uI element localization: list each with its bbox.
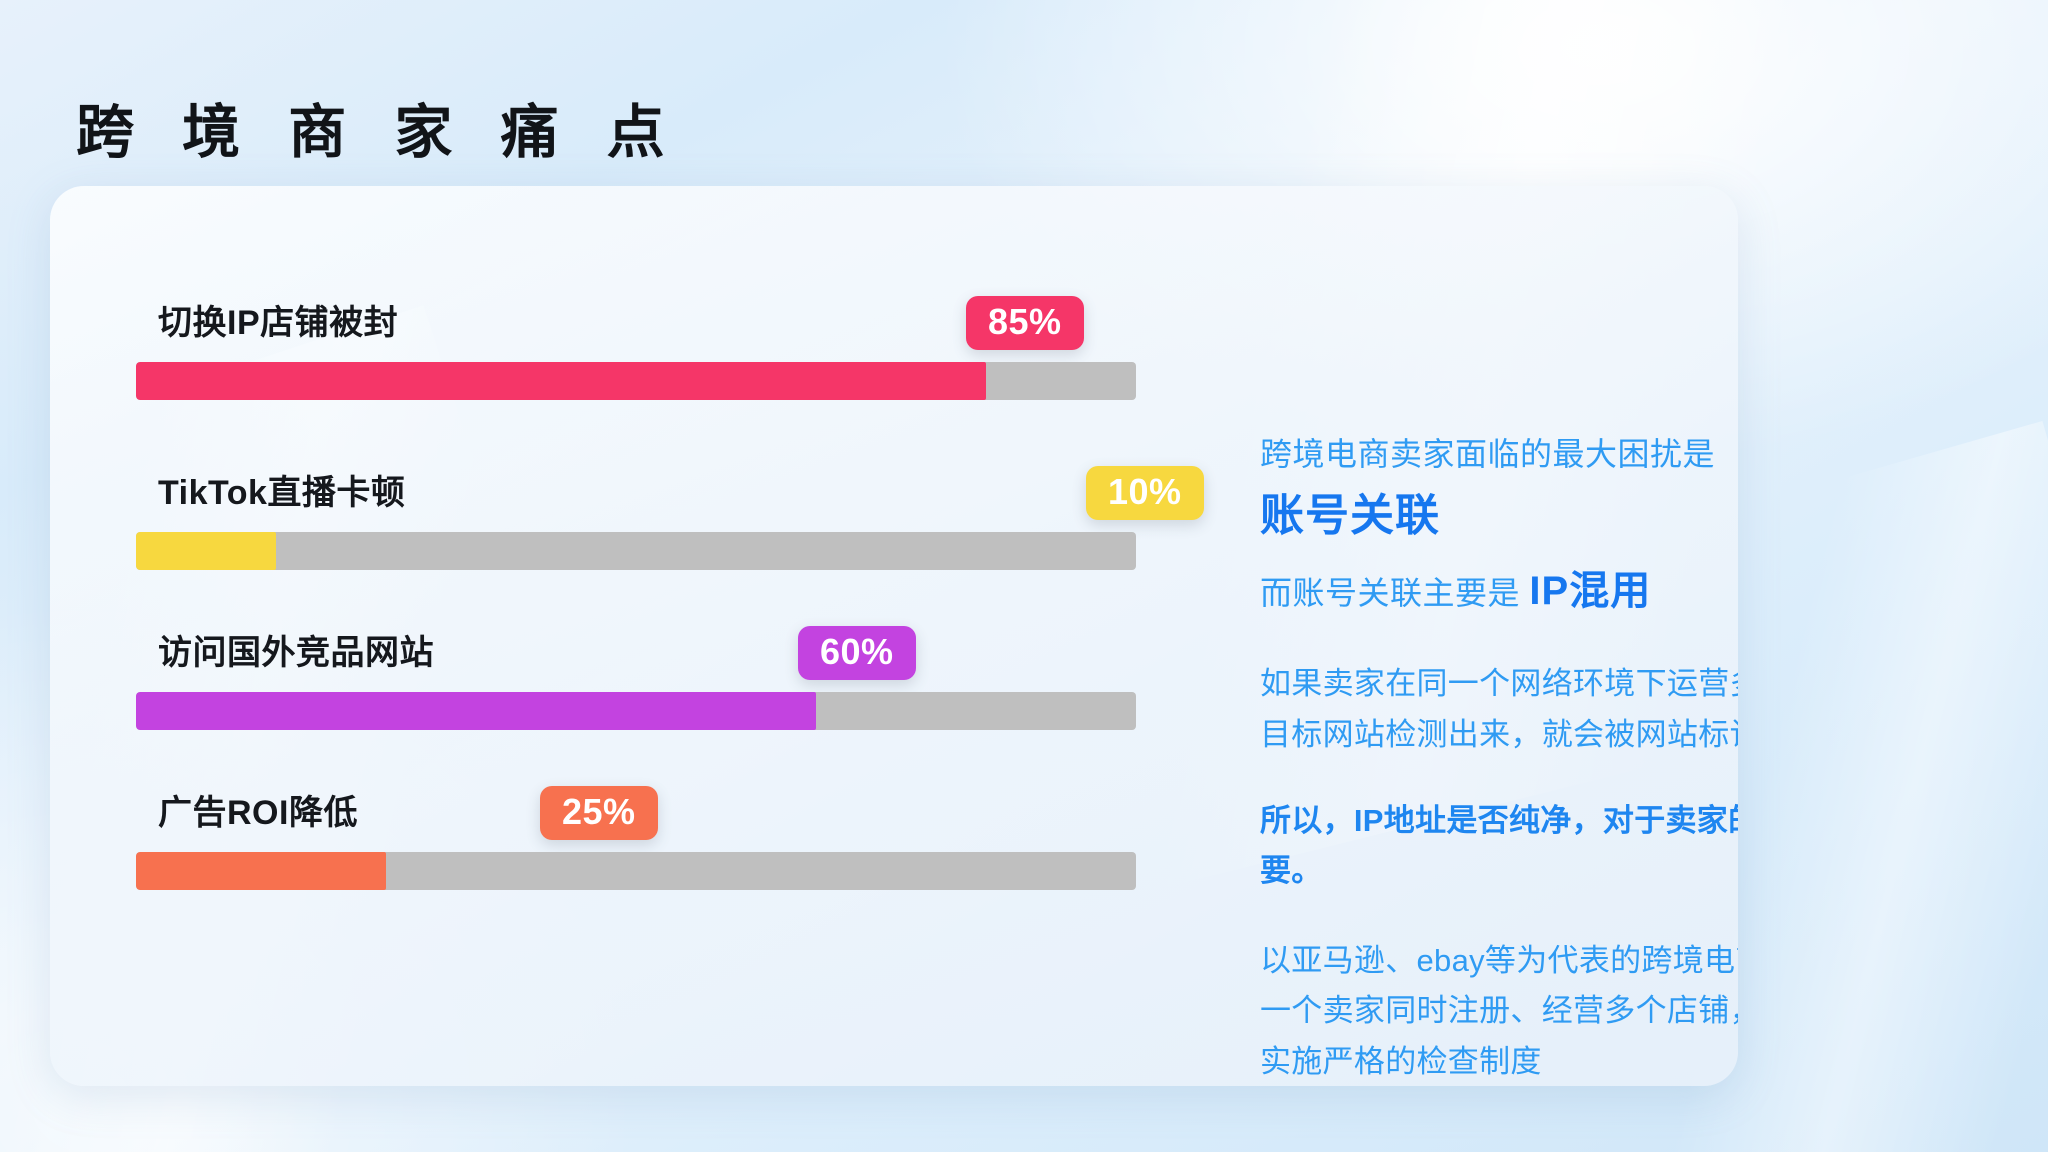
bar-value-badge: 60% (798, 626, 916, 680)
bar-track (136, 692, 1136, 730)
secondary-lead-text: 而账号关联主要是 IP混用 (1260, 561, 1738, 621)
bar-header: 广告ROI降低 25% (108, 756, 1170, 842)
bar-fill (136, 852, 386, 890)
bar-value-badge: 10% (1086, 466, 1204, 520)
bar-track (136, 532, 1136, 570)
headline-text: 账号关联 (1260, 491, 1440, 541)
bar-label: 广告ROI降低 (158, 794, 358, 832)
bar-label: 切换IP店铺被封 (158, 304, 399, 342)
bar-header: 访问国外竞品网站 60% (108, 596, 1170, 682)
secondary-lead-prefix: 而账号关联主要是 (1260, 575, 1530, 612)
bar-track (136, 362, 1136, 400)
bar-row: TikTok直播卡顿 10% (108, 436, 1204, 588)
explanation-column: 跨境电商卖家面临的最大困扰是 账号关联 而账号关联主要是 IP混用 如果卖家在同… (1260, 431, 1738, 1086)
paragraph-platform-policy: 以亚马逊、ebay等为代表的跨境电商平台一般不允许一个卖家同时注册、经营多个店铺… (1260, 943, 1738, 1079)
paragraph-ip-purity: 所以，IP地址是否纯净，对于卖家的账号来说至关重要。 (1260, 802, 1738, 889)
bar-row: 切换IP店铺被封 85% (108, 266, 1170, 418)
secondary-lead-emphasis: IP混用 (1529, 569, 1652, 614)
page-title: 跨 境 商 家 痛 点 (76, 99, 681, 165)
bar-header: TikTok直播卡顿 10% (108, 436, 1204, 522)
bar-label: 访问国外竞品网站 (158, 634, 434, 672)
bar-fill (136, 532, 276, 570)
bar-fill (136, 362, 986, 400)
bar-track (136, 852, 1136, 890)
bar-value-badge: 85% (966, 296, 1084, 350)
bar-row: 访问国外竞品网站 60% (108, 596, 1170, 748)
pain-point-bar-chart: 切换IP店铺被封 85% TikTok直播卡顿 10% 访问国外竞品网站 (108, 246, 1204, 1036)
bar-value-badge: 25% (540, 786, 658, 840)
bar-fill (136, 692, 816, 730)
paragraph-account-association: 如果卖家在同一个网络环境下运营多个账号，一旦被目标网站检测出来，就会被网站标记为… (1260, 666, 1738, 752)
bar-header: 切换IP店铺被封 85% (108, 266, 1170, 352)
lead-text: 跨境电商卖家面临的最大困扰是 (1260, 436, 1716, 472)
content-card: 切换IP店铺被封 85% TikTok直播卡顿 10% 访问国外竞品网站 (50, 186, 1738, 1086)
bar-label: TikTok直播卡顿 (158, 474, 406, 512)
bar-row: 广告ROI降低 25% (108, 756, 1170, 908)
